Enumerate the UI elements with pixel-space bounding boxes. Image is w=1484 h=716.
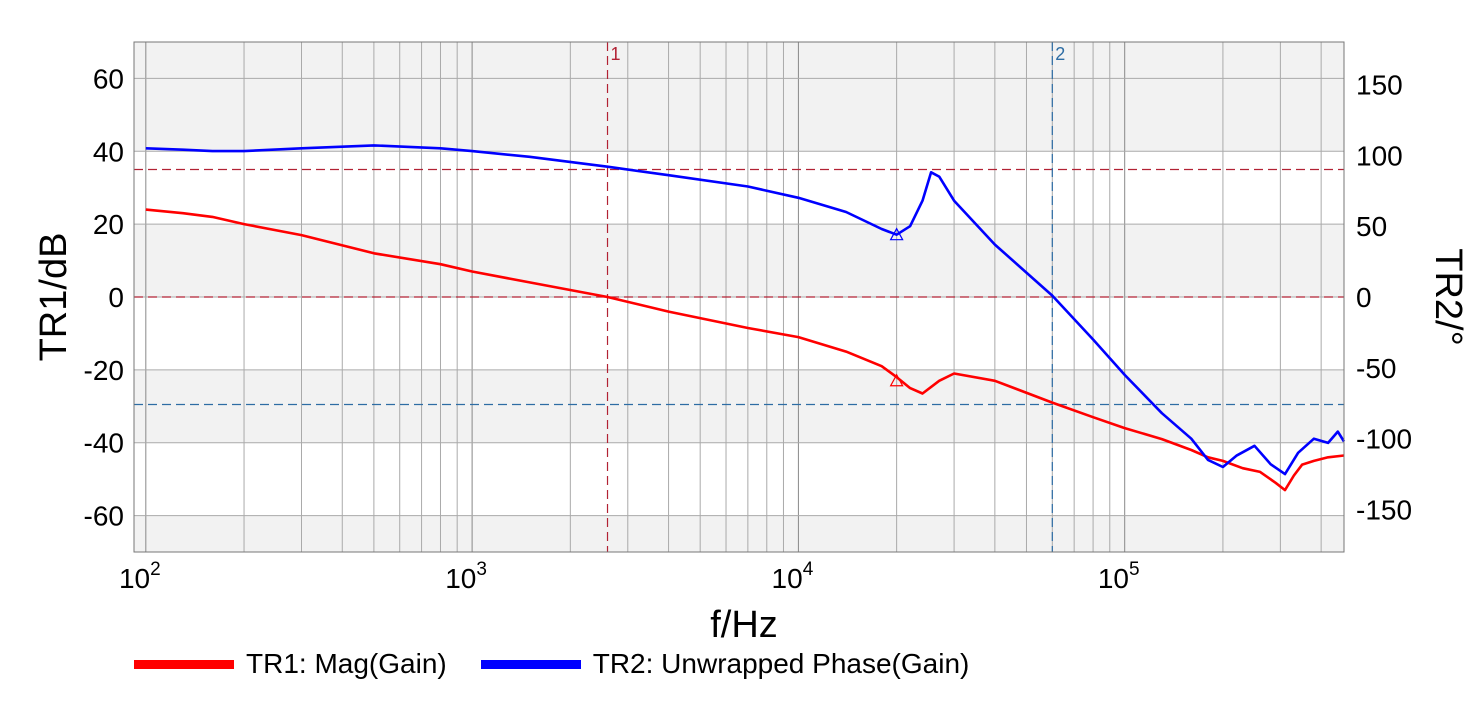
x-tick-base: 10 xyxy=(445,563,476,594)
x-tick-exponent: 2 xyxy=(150,559,161,580)
legend-swatch-tr1 xyxy=(134,659,234,669)
y-left-tick-label: 60 xyxy=(93,63,124,94)
y-left-tick-label: -40 xyxy=(84,428,124,459)
series-line-1 xyxy=(145,208,1345,492)
legend-item-tr1[interactable]: TR1: Mag(Gain) xyxy=(134,648,447,680)
x-tick-exponent: 4 xyxy=(803,559,814,580)
y-right-tick-label: -100 xyxy=(1356,424,1412,455)
x-tick-label: 103 xyxy=(445,559,487,594)
y-left-tick-label: 0 xyxy=(108,282,124,313)
legend-item-tr2[interactable]: TR2: Unwrapped Phase(Gain) xyxy=(480,648,970,680)
legend: TR1: Mag(Gain) TR2: Unwrapped Phase(Gain… xyxy=(134,648,1003,680)
x-tick-base: 10 xyxy=(1098,563,1129,594)
y-left-tick-label: 40 xyxy=(93,136,124,167)
reference-triangle-1 xyxy=(889,373,904,387)
x-tick-exponent: 3 xyxy=(476,559,487,580)
band-2 xyxy=(134,369,1344,443)
marker-1-label: 1 xyxy=(611,44,621,64)
y-right-tick-label: -50 xyxy=(1356,353,1396,384)
x-tick-label: 104 xyxy=(772,559,814,594)
y-right-tick-label: 100 xyxy=(1356,140,1403,171)
band-0 xyxy=(134,42,1344,152)
y-right-tick-label: 0 xyxy=(1356,282,1372,313)
y-left-tick-label: 20 xyxy=(93,209,124,240)
y-right-tick-label: -150 xyxy=(1356,495,1412,526)
series-line-2 xyxy=(145,144,1346,476)
band-1 xyxy=(134,224,1344,297)
x-tick-base: 10 xyxy=(772,563,803,594)
legend-swatch-tr2 xyxy=(480,659,581,669)
x-tick-base: 10 xyxy=(119,563,150,594)
legend-label-tr2: TR2: Unwrapped Phase(Gain) xyxy=(592,648,970,679)
series-layer xyxy=(145,144,1346,492)
y-left-tick-label: -60 xyxy=(84,501,124,532)
x-tick-exponent: 5 xyxy=(1129,559,1140,580)
reference-triangle-2 xyxy=(889,227,904,241)
y-axis-right-label: TR2/° xyxy=(1427,248,1469,346)
legend-label-tr1: TR1: Mag(Gain) xyxy=(246,648,447,679)
x-tick-label: 102 xyxy=(119,559,161,594)
x-axis-label: f/Hz xyxy=(710,604,778,646)
band-layer xyxy=(134,42,1344,552)
band-3 xyxy=(134,515,1344,552)
y-left-tick-label: -20 xyxy=(84,355,124,386)
x-tick-label: 105 xyxy=(1098,559,1140,594)
y-axis-left-label: TR1/dB xyxy=(33,233,75,362)
marker-2-label: 2 xyxy=(1055,44,1065,64)
plot-frame xyxy=(133,41,1345,553)
tick-layer: 102 103 104 1056040200-20-40-60150100500-50… xyxy=(84,63,1413,594)
y-right-tick-label: 50 xyxy=(1356,211,1387,242)
y-right-tick-label: 150 xyxy=(1356,70,1403,101)
